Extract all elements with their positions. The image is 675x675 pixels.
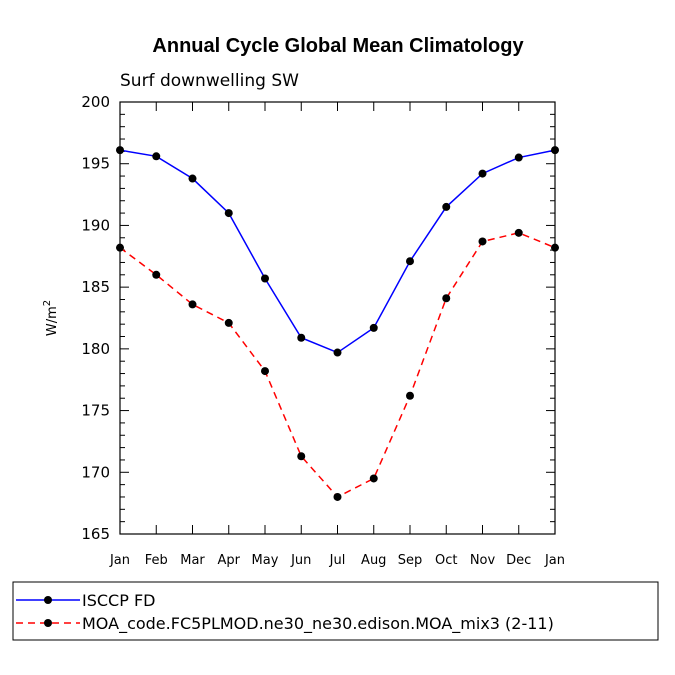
series-1-point	[478, 169, 487, 178]
x-tick-label: Jan	[544, 553, 565, 568]
series-1-point	[442, 202, 451, 211]
legend-label-2: MOA_code.FC5PLMOD.ne30_ne30.edison.MOA_m…	[82, 614, 554, 634]
series-1-point	[188, 174, 197, 183]
y-tick-label: 185	[81, 278, 110, 296]
y-tick-label: 165	[81, 525, 110, 543]
y-tick-label: 200	[81, 93, 110, 111]
y-tick-label: 190	[81, 216, 110, 234]
series-1-point	[261, 274, 269, 283]
x-tick-label: Oct	[435, 553, 457, 568]
chart-subtitle: Surf downwelling SW	[120, 71, 299, 91]
legend-marker-1	[44, 596, 52, 604]
y-axis-label-text: W/m	[45, 306, 60, 336]
series-2-point	[514, 228, 523, 237]
series-2-point	[333, 492, 342, 501]
y-axis-label-superscript: 2	[42, 300, 53, 306]
series-2-point	[152, 270, 161, 279]
x-tick-label: Jan	[109, 553, 130, 568]
series-2-point	[406, 391, 414, 400]
series-2-point	[297, 452, 306, 461]
x-tick-label: Apr	[218, 553, 241, 568]
x-tick-label: Feb	[145, 553, 168, 568]
y-tick-label: 175	[81, 402, 110, 420]
series-1-point	[297, 333, 306, 342]
series-2-point	[224, 318, 233, 327]
series-1-point	[116, 146, 124, 155]
series-1-point	[369, 323, 378, 332]
series-2-point	[369, 474, 378, 483]
series-2-point	[478, 237, 487, 246]
x-tick-label: Aug	[361, 553, 386, 568]
series-line-1	[119, 149, 556, 354]
series-1-point	[333, 348, 342, 357]
y-tick-label: 170	[81, 463, 110, 481]
x-tick-label: Jul	[329, 553, 346, 568]
series-2-point	[188, 300, 197, 309]
series-line-2	[119, 232, 556, 498]
y-tick-label: 195	[81, 155, 110, 173]
series-1-point	[551, 146, 559, 155]
legend-marker-2	[44, 619, 52, 627]
chart-title: Annual Cycle Global Mean Climatology	[152, 35, 524, 57]
plot-area: 165 170 175 180 185 190 195 200 Jan Feb Mar Apr May J…	[81, 93, 565, 568]
series-1-point	[152, 152, 161, 161]
x-tick-label: Nov	[470, 553, 496, 568]
x-tick-label: Jun	[290, 553, 311, 568]
series-1-point	[514, 153, 523, 162]
y-tick-label: 180	[81, 340, 110, 358]
series-1-point	[406, 257, 414, 266]
series-1-point	[224, 209, 233, 218]
series-2-point	[261, 367, 269, 376]
x-tick-label: Dec	[506, 553, 531, 568]
x-tick-label: Sep	[398, 553, 423, 568]
series-2-point	[116, 243, 124, 252]
series-2-point	[442, 294, 451, 303]
legend: ISCCP FD MOA_code.FC5PLMOD.ne30_ne30.edis…	[12, 581, 659, 641]
plot-frame	[119, 101, 556, 535]
legend-label-1: ISCCP FD	[82, 591, 155, 610]
y-axis-label: W/m2	[42, 300, 60, 336]
x-tick-label: Mar	[180, 553, 205, 568]
series-2-point	[551, 243, 559, 252]
legend-box	[12, 581, 659, 641]
x-tick-label: May	[252, 553, 279, 568]
